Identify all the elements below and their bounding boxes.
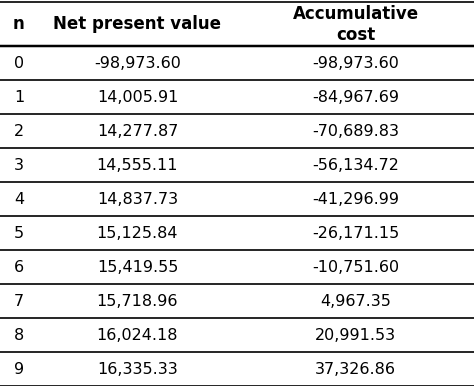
Text: 6: 6 <box>14 260 24 275</box>
Text: 15,419.55: 15,419.55 <box>97 260 178 275</box>
Text: n: n <box>13 15 25 33</box>
Text: 15,125.84: 15,125.84 <box>97 226 178 241</box>
Text: 7: 7 <box>14 294 24 309</box>
Text: 2: 2 <box>14 124 24 139</box>
Text: 1: 1 <box>14 90 24 105</box>
Text: 0: 0 <box>14 56 24 71</box>
Text: 14,277.87: 14,277.87 <box>97 124 178 139</box>
Text: 9: 9 <box>14 362 24 376</box>
Text: 16,024.18: 16,024.18 <box>97 328 178 342</box>
Text: -70,689.83: -70,689.83 <box>312 124 399 139</box>
Text: 15,718.96: 15,718.96 <box>97 294 178 309</box>
Text: 20,991.53: 20,991.53 <box>315 328 396 342</box>
Text: 4: 4 <box>14 192 24 207</box>
Text: -10,751.60: -10,751.60 <box>312 260 399 275</box>
Text: 37,326.86: 37,326.86 <box>315 362 396 376</box>
Text: Accumulative
cost: Accumulative cost <box>292 5 419 44</box>
Text: 16,335.33: 16,335.33 <box>97 362 178 376</box>
Text: -26,171.15: -26,171.15 <box>312 226 399 241</box>
Text: -56,134.72: -56,134.72 <box>312 158 399 173</box>
Text: -98,973.60: -98,973.60 <box>94 56 181 71</box>
Text: 8: 8 <box>14 328 24 342</box>
Text: 4,967.35: 4,967.35 <box>320 294 391 309</box>
Text: 14,005.91: 14,005.91 <box>97 90 178 105</box>
Text: -41,296.99: -41,296.99 <box>312 192 399 207</box>
Text: 14,555.11: 14,555.11 <box>97 158 178 173</box>
Text: 14,837.73: 14,837.73 <box>97 192 178 207</box>
Text: -98,973.60: -98,973.60 <box>312 56 399 71</box>
Text: 5: 5 <box>14 226 24 241</box>
Text: -84,967.69: -84,967.69 <box>312 90 399 105</box>
Text: 3: 3 <box>14 158 24 173</box>
Text: Net present value: Net present value <box>54 15 221 33</box>
